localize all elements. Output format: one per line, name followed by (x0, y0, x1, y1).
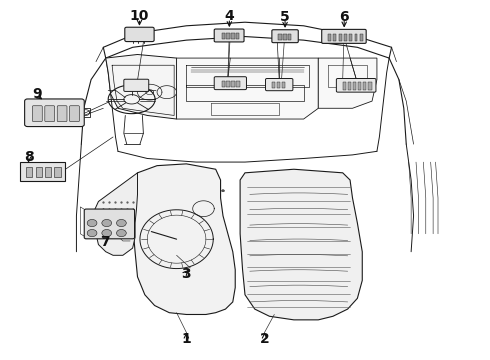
Circle shape (87, 229, 97, 237)
Bar (272, 82, 275, 88)
FancyBboxPatch shape (272, 30, 298, 42)
FancyBboxPatch shape (45, 106, 54, 122)
FancyBboxPatch shape (24, 99, 84, 127)
Text: 10: 10 (130, 9, 149, 23)
Bar (363, 82, 367, 90)
Bar (226, 33, 230, 40)
Text: 2: 2 (260, 332, 270, 346)
Polygon shape (172, 236, 180, 242)
Circle shape (117, 220, 126, 226)
Polygon shape (215, 190, 218, 192)
Bar (236, 33, 239, 40)
Polygon shape (176, 58, 318, 119)
Bar (45, 167, 51, 177)
Bar (333, 34, 336, 41)
Bar (278, 34, 282, 40)
Bar (349, 34, 352, 41)
FancyBboxPatch shape (125, 27, 154, 41)
FancyBboxPatch shape (336, 78, 376, 92)
FancyBboxPatch shape (20, 162, 65, 181)
Bar (231, 81, 235, 87)
FancyBboxPatch shape (214, 77, 246, 90)
Bar (277, 82, 280, 88)
Bar (283, 34, 287, 40)
Bar (339, 34, 342, 41)
Polygon shape (209, 190, 212, 192)
Bar (221, 33, 225, 40)
Polygon shape (240, 169, 362, 320)
Bar (343, 82, 346, 90)
Polygon shape (133, 164, 235, 315)
FancyBboxPatch shape (70, 106, 79, 122)
Text: 8: 8 (24, 150, 33, 164)
Bar (358, 82, 362, 90)
Bar (348, 82, 351, 90)
Bar (282, 82, 285, 88)
Bar (54, 167, 61, 177)
Circle shape (102, 229, 112, 237)
Text: 1: 1 (181, 332, 191, 346)
Polygon shape (106, 54, 176, 119)
Bar (368, 82, 371, 90)
Bar (26, 167, 32, 177)
Bar (236, 81, 240, 87)
Text: 4: 4 (224, 9, 234, 23)
Circle shape (117, 229, 126, 237)
Bar (288, 34, 292, 40)
Text: 9: 9 (32, 87, 42, 101)
Bar (221, 81, 225, 87)
Bar (226, 81, 230, 87)
Circle shape (87, 220, 97, 226)
Polygon shape (94, 173, 138, 255)
Polygon shape (221, 190, 224, 192)
Polygon shape (196, 190, 199, 192)
FancyBboxPatch shape (124, 79, 149, 91)
Bar (353, 82, 356, 90)
FancyBboxPatch shape (32, 106, 42, 122)
Bar (36, 167, 42, 177)
Bar (344, 34, 347, 41)
Bar (328, 34, 331, 41)
Polygon shape (318, 58, 377, 108)
FancyBboxPatch shape (84, 209, 135, 239)
FancyBboxPatch shape (57, 106, 67, 122)
Bar (355, 34, 358, 41)
Text: 5: 5 (280, 10, 290, 24)
Polygon shape (190, 190, 193, 192)
Text: 7: 7 (100, 235, 110, 249)
FancyBboxPatch shape (214, 29, 244, 42)
Text: 3: 3 (182, 267, 191, 281)
Text: 6: 6 (340, 10, 349, 24)
FancyBboxPatch shape (322, 30, 366, 43)
Bar (360, 34, 363, 41)
FancyBboxPatch shape (266, 78, 293, 91)
Circle shape (102, 220, 112, 226)
Bar (231, 33, 235, 40)
Polygon shape (202, 190, 205, 192)
